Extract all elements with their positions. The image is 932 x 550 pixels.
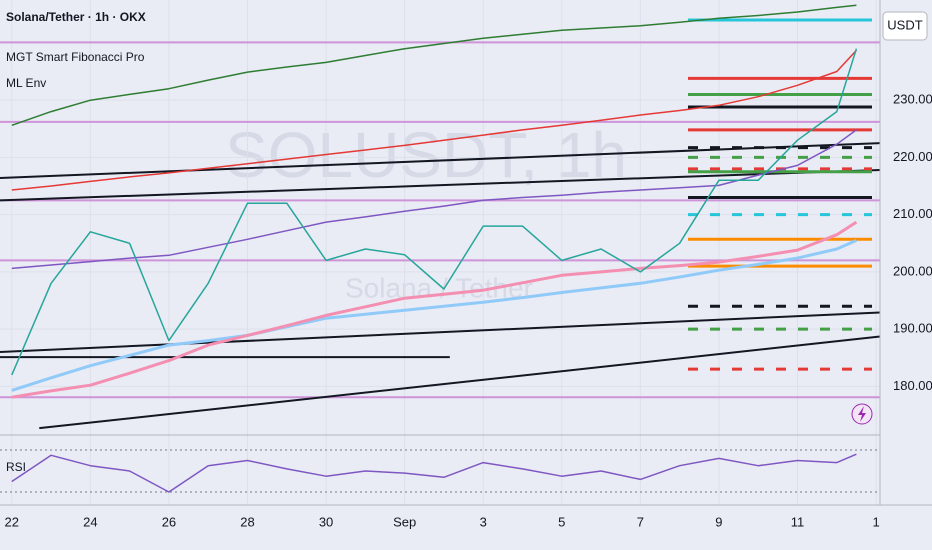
- x-tick-label: 28: [240, 514, 254, 529]
- x-tick-label: 3: [480, 514, 487, 529]
- rsi-title: RSI: [6, 460, 26, 474]
- y-tick-label: 230.00: [893, 92, 932, 107]
- x-tick-label: 24: [83, 514, 97, 529]
- series-line: [11, 453, 857, 493]
- trendline: [39, 335, 881, 430]
- y-tick-label: 190.00: [893, 321, 932, 336]
- x-tick-label: 7: [637, 514, 644, 529]
- x-tick-label: Sep: [393, 514, 416, 529]
- x-tick-label: 11: [791, 514, 805, 529]
- series-line: [11, 49, 857, 191]
- x-tick-label: 26: [162, 514, 176, 529]
- currency-label[interactable]: USDT: [887, 17, 922, 32]
- trendline: [0, 311, 881, 354]
- chart-title: Solana/Tether · 1h · OKX: [6, 10, 146, 24]
- x-tick-label: 22: [5, 514, 19, 529]
- y-tick-label: 220.00: [893, 149, 932, 164]
- series-line: [11, 239, 858, 392]
- y-tick-label: 210.00: [893, 206, 932, 221]
- indicator-label: MGT Smart Fibonacci Pro: [6, 50, 145, 64]
- x-tick-label: 5: [558, 514, 565, 529]
- currency-button[interactable]: [882, 11, 928, 41]
- indicator-label: ML Env: [6, 76, 46, 90]
- x-tick-label: 1: [872, 514, 879, 529]
- plot: [0, 0, 881, 505]
- x-tick-label: 30: [319, 514, 333, 529]
- series-line: [11, 4, 857, 127]
- series-line: [11, 220, 858, 399]
- series-line: [11, 129, 857, 270]
- y-tick-label: 180.00: [893, 378, 932, 393]
- x-tick-label: 9: [715, 514, 722, 529]
- alert-bolt: [858, 406, 866, 422]
- series-line: [11, 48, 858, 376]
- y-tick-label: 200.00: [893, 263, 932, 278]
- trendline: [0, 168, 881, 202]
